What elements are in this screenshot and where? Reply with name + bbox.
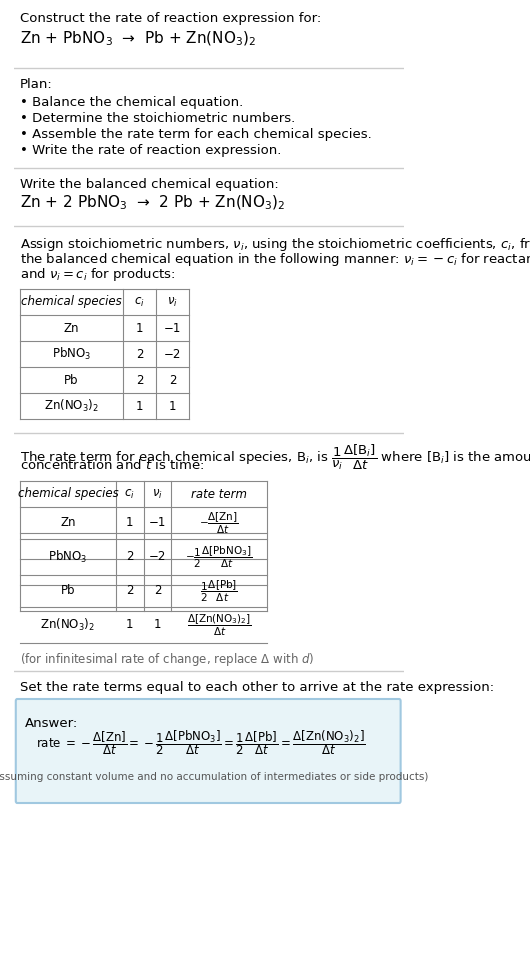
Text: Write the balanced chemical equation:: Write the balanced chemical equation: (20, 178, 279, 191)
Text: $-\dfrac{\Delta[\mathrm{Zn}]}{\Delta t}$: $-\dfrac{\Delta[\mathrm{Zn}]}{\Delta t}$ (199, 510, 239, 536)
Text: 1: 1 (126, 516, 134, 530)
Text: Zn(NO$_3$)$_2$: Zn(NO$_3$)$_2$ (44, 398, 99, 414)
Text: 2: 2 (136, 348, 143, 360)
Text: 2: 2 (126, 584, 134, 597)
Text: $\nu_i$: $\nu_i$ (152, 487, 163, 501)
Text: −1: −1 (164, 321, 181, 334)
Text: −1: −1 (149, 516, 166, 530)
Text: $\dfrac{\Delta[\mathrm{Zn(NO_3)_2}]}{\Delta t}$: $\dfrac{\Delta[\mathrm{Zn(NO_3)_2}]}{\De… (187, 613, 252, 638)
Text: (assuming constant volume and no accumulation of intermediates or side products): (assuming constant volume and no accumul… (0, 772, 429, 782)
Text: 2: 2 (126, 550, 134, 564)
Text: chemical species: chemical species (17, 488, 118, 501)
Text: Zn + PbNO$_3$  →  Pb + Zn(NO$_3$)$_2$: Zn + PbNO$_3$ → Pb + Zn(NO$_3$)$_2$ (20, 30, 257, 49)
Text: 2: 2 (169, 373, 176, 387)
Text: Zn + 2 PbNO$_3$  →  2 Pb + Zn(NO$_3$)$_2$: Zn + 2 PbNO$_3$ → 2 Pb + Zn(NO$_3$)$_2$ (20, 194, 286, 212)
Text: Assign stoichiometric numbers, $\nu_i$, using the stoichiometric coefficients, $: Assign stoichiometric numbers, $\nu_i$, … (20, 236, 530, 253)
Text: 1: 1 (154, 618, 161, 631)
Text: Construct the rate of reaction expression for:: Construct the rate of reaction expressio… (20, 12, 321, 25)
Text: rate $= -\dfrac{\Delta[\mathrm{Zn}]}{\Delta t} = -\dfrac{1}{2}\dfrac{\Delta[\mat: rate $= -\dfrac{\Delta[\mathrm{Zn}]}{\De… (37, 729, 366, 758)
Text: 1: 1 (126, 618, 134, 631)
Text: Zn: Zn (60, 516, 76, 530)
Text: Set the rate terms equal to each other to arrive at the rate expression:: Set the rate terms equal to each other t… (20, 681, 494, 694)
Text: $c_i$: $c_i$ (134, 295, 145, 309)
Text: 1: 1 (136, 321, 143, 334)
Text: 2: 2 (154, 584, 161, 597)
Text: Plan:: Plan: (20, 78, 53, 91)
Text: Pb: Pb (64, 373, 79, 387)
Text: $c_i$: $c_i$ (124, 487, 135, 501)
Text: The rate term for each chemical species, B$_i$, is $\dfrac{1}{\nu_i}\dfrac{\Delt: The rate term for each chemical species,… (20, 443, 530, 472)
Text: Answer:: Answer: (24, 717, 78, 730)
Text: concentration and $t$ is time:: concentration and $t$ is time: (20, 458, 205, 472)
Text: −2: −2 (164, 348, 181, 360)
Text: Zn: Zn (64, 321, 80, 334)
Text: • Determine the stoichiometric numbers.: • Determine the stoichiometric numbers. (20, 112, 295, 125)
Text: PbNO$_3$: PbNO$_3$ (52, 346, 91, 362)
Text: $-\dfrac{1}{2}\dfrac{\Delta[\mathrm{PbNO_3}]}{\Delta t}$: $-\dfrac{1}{2}\dfrac{\Delta[\mathrm{PbNO… (186, 544, 253, 570)
Text: chemical species: chemical species (21, 295, 122, 309)
Text: rate term: rate term (191, 488, 247, 501)
Text: 1: 1 (169, 399, 176, 413)
Text: 1: 1 (136, 399, 143, 413)
Text: 2: 2 (136, 373, 143, 387)
Text: $\nu_i$: $\nu_i$ (167, 295, 178, 309)
Text: Zn(NO$_3$)$_2$: Zn(NO$_3$)$_2$ (40, 617, 95, 633)
Text: • Balance the chemical equation.: • Balance the chemical equation. (20, 96, 243, 109)
Text: Pb: Pb (60, 584, 75, 597)
Text: the balanced chemical equation in the following manner: $\nu_i = -c_i$ for react: the balanced chemical equation in the fo… (20, 251, 530, 268)
Text: • Assemble the rate term for each chemical species.: • Assemble the rate term for each chemic… (20, 128, 372, 141)
Text: PbNO$_3$: PbNO$_3$ (48, 549, 87, 565)
Text: • Write the rate of reaction expression.: • Write the rate of reaction expression. (20, 144, 281, 157)
Text: (for infinitesimal rate of change, replace Δ with $d$): (for infinitesimal rate of change, repla… (20, 651, 315, 668)
FancyBboxPatch shape (16, 699, 401, 803)
Text: −2: −2 (149, 550, 166, 564)
Text: $\dfrac{1}{2}\dfrac{\Delta[\mathrm{Pb}]}{\Delta t}$: $\dfrac{1}{2}\dfrac{\Delta[\mathrm{Pb}]}… (200, 579, 238, 604)
Text: and $\nu_i = c_i$ for products:: and $\nu_i = c_i$ for products: (20, 266, 176, 283)
